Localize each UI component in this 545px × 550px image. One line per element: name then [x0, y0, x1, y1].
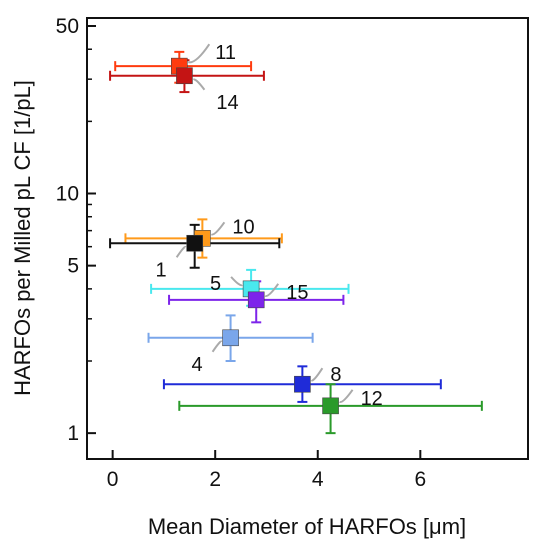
data-point-marker — [247, 291, 265, 309]
data-point-marker — [186, 234, 203, 252]
point-label: 10 — [232, 216, 254, 238]
data-point-marker — [176, 67, 193, 85]
data-markers — [171, 57, 339, 415]
label-leader-line — [211, 340, 223, 353]
label-leader-line — [188, 43, 211, 64]
data-point-marker — [222, 329, 239, 347]
label-leader-line — [192, 78, 206, 91]
x-tick-label: 4 — [312, 468, 324, 491]
label-leader-line — [230, 276, 243, 287]
point-label: 15 — [286, 282, 308, 304]
y-tick-label: 5 — [67, 255, 79, 278]
y-axis-ticks: 1 5 10 50 — [56, 15, 96, 445]
y-tick-label: 1 — [67, 422, 79, 445]
point-label: 8 — [330, 364, 341, 386]
label-leader-line — [210, 221, 226, 236]
point-label: 5 — [210, 273, 221, 295]
data-point-marker — [322, 397, 339, 415]
point-label: 12 — [361, 388, 383, 410]
point-label: 11 — [215, 42, 236, 64]
point-label: 1 — [156, 259, 167, 281]
plot-frame — [86, 17, 529, 460]
label-leader-line — [264, 283, 280, 298]
data-point-marker — [294, 375, 311, 393]
y-tick-label: 50 — [56, 15, 79, 38]
label-leader-line — [175, 245, 187, 258]
label-leader-line — [339, 389, 354, 404]
y-axis-title: HARFOs per Milled pL CF [1/pL] — [10, 80, 35, 396]
point-label: 4 — [191, 354, 202, 376]
x-axis-ticks: 0 2 4 6 — [107, 450, 426, 491]
point-label: 14 — [216, 92, 238, 114]
x-tick-label: 6 — [414, 468, 426, 491]
label-leader-line — [310, 367, 324, 382]
x-tick-label: 2 — [209, 468, 221, 491]
x-axis-title: Mean Diameter of HARFOs [μm] — [148, 514, 466, 539]
x-tick-label: 0 — [107, 468, 119, 491]
y-tick-label: 10 — [56, 183, 79, 206]
